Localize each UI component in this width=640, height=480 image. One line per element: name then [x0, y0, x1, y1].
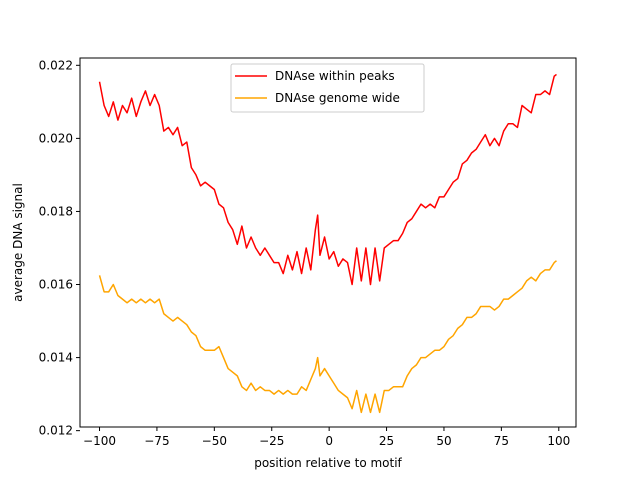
y-tick-label: 0.018	[39, 204, 73, 218]
x-tick-label: −50	[202, 434, 227, 448]
legend-entry-within-peaks: DNAse within peaks	[275, 69, 395, 83]
axes: −100 −75 −50 −25 0 25 50 75 100 0.012 0.014 0.016 0.…	[39, 57, 577, 448]
legend: DNAse within peaks DNAse genome wide	[230, 63, 425, 113]
x-tick-label: 100	[547, 434, 570, 448]
legend-entry-genome-wide: DNAse genome wide	[275, 91, 400, 105]
legend-box	[230, 63, 425, 113]
y-tick-label: 0.020	[39, 131, 73, 145]
plot-area	[98, 73, 557, 414]
y-tick-label: 0.014	[39, 351, 73, 365]
x-tick-label: −25	[259, 434, 284, 448]
x-tick-label: 0	[325, 434, 333, 448]
series-line-1	[98, 260, 557, 414]
y-axis-label: average DNA signal	[11, 183, 25, 302]
y-tick-label: 0.012	[39, 424, 73, 438]
series-line-0	[98, 73, 557, 286]
plot-frame	[79, 57, 577, 428]
x-tick-label: 75	[494, 434, 509, 448]
y-tick-label: 0.022	[39, 58, 73, 72]
x-tick-label: 25	[379, 434, 394, 448]
x-tick-label: −75	[144, 434, 169, 448]
x-tick-label: 50	[436, 434, 451, 448]
x-axis-label: position relative to motif	[254, 456, 402, 470]
x-tick-label: −100	[83, 434, 116, 448]
y-tick-label: 0.016	[39, 278, 73, 292]
